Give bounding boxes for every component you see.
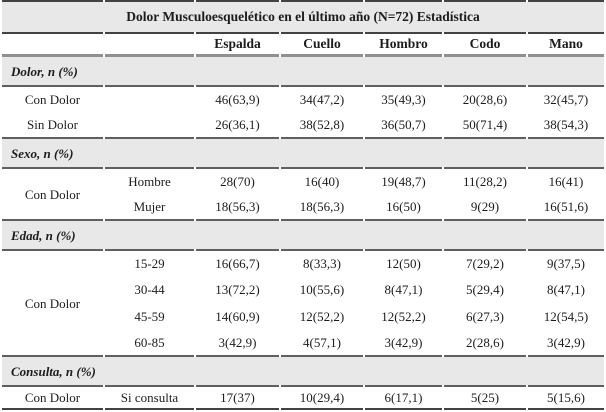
section-header-label: Sexo, n (%)	[2, 139, 604, 167]
section-header-dolor: Dolor, n (%)	[2, 57, 604, 85]
column-header-row: Espalda Cuello Hombro Codo Mano	[2, 32, 604, 57]
row-sublabel: Hombre	[105, 167, 194, 194]
table-cell: 9(37,5)	[528, 249, 604, 276]
table-cell: 12(54,5)	[543, 309, 589, 324]
table-cell: 34(47,2)	[281, 85, 363, 112]
table-cell: 16(66,7)	[196, 249, 279, 276]
table-cell: 4(57,1)	[281, 330, 363, 357]
table-cell: 50(71,4)	[444, 112, 526, 139]
table-row-si-consulta: Con Dolor Si consulta 17(37) 10(29,4) 6(…	[2, 385, 604, 410]
table-cell: 35(49,3)	[365, 85, 442, 112]
table-cell: 26(36,1)	[196, 112, 279, 139]
border-segment	[281, 0, 363, 2]
table-cell: 8(47,1)	[384, 282, 423, 297]
table-cell: 3(42,9)	[196, 330, 279, 357]
table-cell: 28(70)	[196, 167, 279, 194]
table-cell: 5(15,6)	[528, 385, 604, 410]
row-sublabel-empty	[105, 112, 194, 139]
row-sublabel: Mujer	[105, 194, 194, 221]
section-header-consulta: Consulta, n (%)	[2, 357, 604, 385]
table-cell: 10(29,4)	[281, 385, 363, 410]
table-title-row: Dolor Musculoesquelético en el último añ…	[2, 2, 604, 32]
table-title: Dolor Musculoesquelético en el último añ…	[2, 2, 604, 32]
border-segment	[444, 0, 526, 2]
table-cell: 2(28,6)	[444, 330, 526, 357]
table-cell: 32(45,7)	[528, 85, 604, 112]
row-sublabel: 15-29	[105, 249, 194, 276]
group-label: Con Dolor	[2, 249, 103, 357]
table-cell: 5(25)	[444, 385, 526, 410]
table-row-sin-dolor: Sin Dolor 26(36,1) 38(52,8) 36(50,7) 50(…	[2, 112, 604, 139]
table-cell: 12(50)	[365, 249, 442, 276]
table-row-30-44: 30-44 13(72,2) 10(55,6) 8(47,1) 5(29,4) …	[2, 276, 604, 303]
table-cell: 18(56,3)	[196, 194, 279, 221]
column-header-empty	[105, 32, 194, 57]
table-row-60-85: 60-85 3(42,9) 4(57,1) 3(42,9) 2(28,6) 3(…	[2, 330, 604, 357]
table-cell: 12(52,2)	[381, 309, 426, 324]
table-cell: 38(54,3)	[528, 112, 604, 139]
table-cell: 13(72,2)	[215, 282, 260, 297]
border-segment	[528, 0, 604, 2]
table-cell: 16(40)	[281, 167, 363, 194]
table-cell: 3(42,9)	[528, 330, 604, 357]
table-cell: 6(27,3)	[466, 309, 504, 324]
row-label: Con Dolor	[2, 85, 103, 112]
table-row-con-dolor: Con Dolor 46(63,9) 34(47,2) 35(49,3) 20(…	[2, 85, 604, 112]
table-cell: 5(29,4)	[466, 282, 504, 297]
table-cell: 8(47,1)	[547, 282, 585, 297]
row-sublabel-empty	[105, 85, 194, 112]
table-row-45-59: 45-59 14(60,9) 12(52,2) 12(52,2) 6(27,3)…	[2, 303, 604, 330]
border-segment	[196, 0, 279, 2]
row-sublabel: 60-85	[105, 330, 194, 357]
column-header-cuello: Cuello	[281, 32, 363, 57]
column-header-codo: Codo	[444, 32, 526, 57]
row-sublabel: 45-59	[134, 309, 165, 324]
group-label: Con Dolor	[2, 167, 103, 221]
section-header-label: Dolor, n (%)	[2, 57, 604, 85]
table-cell: 18(56,3)	[281, 194, 363, 221]
table-cell: 6(17,1)	[365, 385, 442, 410]
row-label: Con Dolor	[2, 385, 103, 410]
table-cell: 12(52,2)	[299, 309, 345, 324]
table-cell: 3(42,9)	[365, 330, 442, 357]
border-segment	[105, 0, 194, 2]
table-cell: 9(29)	[444, 194, 526, 221]
table-cell: 11(28,2)	[444, 167, 526, 194]
table-row-mujer: Mujer 18(56,3) 18(56,3) 16(50) 9(29) 16(…	[2, 194, 604, 221]
table-cell: 14(60,9)	[215, 309, 260, 324]
column-header-mano: Mano	[528, 32, 604, 57]
column-header-empty	[2, 32, 103, 57]
table-cell: 10(55,6)	[299, 282, 345, 297]
table-row-15-29: Con Dolor 15-29 16(66,7) 8(33,3) 12(50) …	[2, 249, 604, 357]
table-top-border	[2, 0, 604, 2]
row-label: Sin Dolor	[2, 112, 103, 139]
border-segment	[365, 0, 442, 2]
table-cell: 16(41)	[528, 167, 604, 194]
table-row-hombre: Con Dolor Hombre 28(70) 16(40) 19(48,7) …	[2, 167, 604, 221]
table-cell: 16(50)	[365, 194, 442, 221]
column-header-hombro: Hombro	[365, 32, 442, 57]
table-cell: 19(48,7)	[365, 167, 442, 194]
table-cell: 36(50,7)	[365, 112, 442, 139]
row-sublabel: 30-44	[134, 282, 165, 297]
border-segment	[2, 0, 103, 2]
section-header-sexo: Sexo, n (%)	[2, 139, 604, 167]
column-header-espalda: Espalda	[196, 32, 279, 57]
table-cell: 7(29,2)	[444, 249, 526, 276]
table-cell: 38(52,8)	[281, 112, 363, 139]
section-header-label: Edad, n (%)	[2, 221, 604, 249]
table-cell: 20(28,6)	[444, 85, 526, 112]
section-header-label: Consulta, n (%)	[2, 357, 604, 385]
table-cell: 46(63,9)	[196, 85, 279, 112]
table-cell: 8(33,3)	[281, 249, 363, 276]
table-cell: 16(51,6)	[528, 194, 604, 221]
table-cell: 17(37)	[196, 385, 279, 410]
section-header-edad: Edad, n (%)	[2, 221, 604, 249]
row-sublabel: Si consulta	[105, 385, 194, 410]
